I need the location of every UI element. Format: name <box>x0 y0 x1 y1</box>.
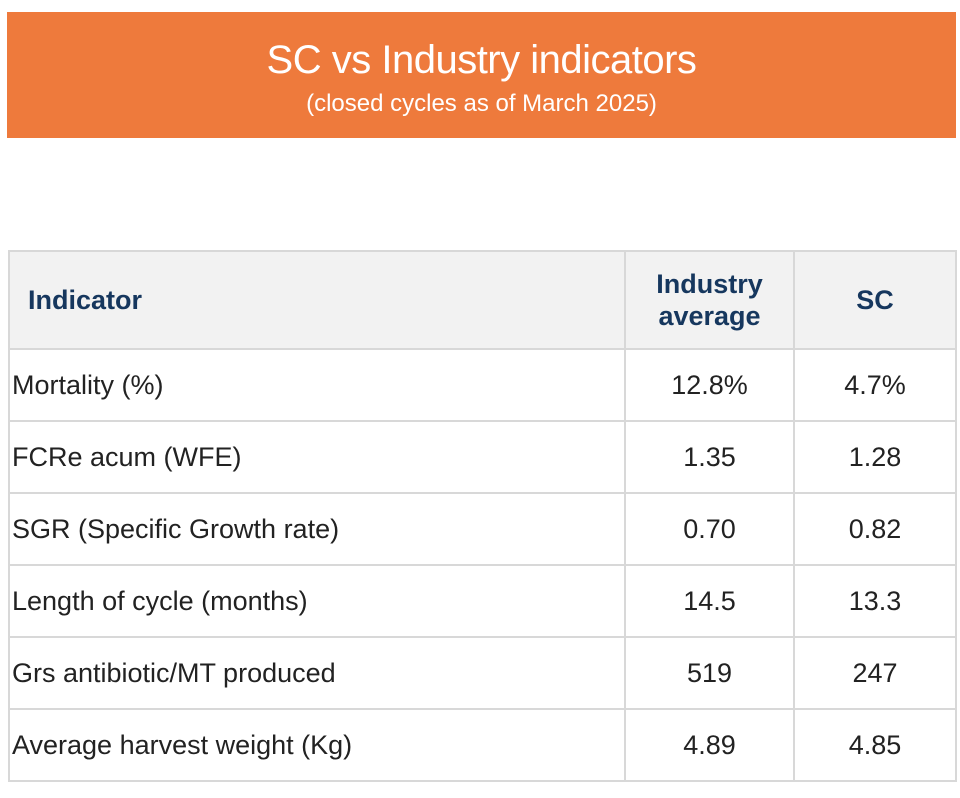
title-banner: SC vs Industry indicators (closed cycles… <box>7 12 956 138</box>
header-sc: SC <box>793 250 957 350</box>
cell-industry: 1.35 <box>624 420 795 494</box>
header-industry-average: Industry average <box>624 250 795 350</box>
table-row: Grs antibiotic/MT produced 519 247 <box>8 636 957 710</box>
cell-industry: 519 <box>624 636 795 710</box>
cell-sc: 0.82 <box>793 492 957 566</box>
indicators-table: Indicator Industry average SC Mortality … <box>8 250 957 782</box>
cell-indicator: SGR (Specific Growth rate) <box>8 492 626 566</box>
cell-industry: 12.8% <box>624 348 795 422</box>
cell-sc: 13.3 <box>793 564 957 638</box>
cell-indicator: Average harvest weight (Kg) <box>8 708 626 782</box>
header-industry-line1: Industry <box>656 269 763 299</box>
cell-indicator: Grs antibiotic/MT produced <box>8 636 626 710</box>
cell-indicator: Length of cycle (months) <box>8 564 626 638</box>
cell-industry: 14.5 <box>624 564 795 638</box>
page-title: SC vs Industry indicators <box>266 38 697 82</box>
header-indicator: Indicator <box>8 250 626 350</box>
cell-sc: 1.28 <box>793 420 957 494</box>
page-subtitle: (closed cycles as of March 2025) <box>306 90 657 117</box>
cell-sc: 4.7% <box>793 348 957 422</box>
table-row: Length of cycle (months) 14.5 13.3 <box>8 564 957 638</box>
table-row: FCRe acum (WFE) 1.35 1.28 <box>8 420 957 494</box>
table-header-row: Indicator Industry average SC <box>8 250 957 350</box>
table-row: SGR (Specific Growth rate) 0.70 0.82 <box>8 492 957 566</box>
cell-industry: 0.70 <box>624 492 795 566</box>
cell-industry: 4.89 <box>624 708 795 782</box>
cell-sc: 247 <box>793 636 957 710</box>
cell-indicator: Mortality (%) <box>8 348 626 422</box>
table-row: Average harvest weight (Kg) 4.89 4.85 <box>8 708 957 782</box>
cell-sc: 4.85 <box>793 708 957 782</box>
table-row: Mortality (%) 12.8% 4.7% <box>8 348 957 422</box>
cell-indicator: FCRe acum (WFE) <box>8 420 626 494</box>
header-industry-line2: average <box>658 301 761 331</box>
